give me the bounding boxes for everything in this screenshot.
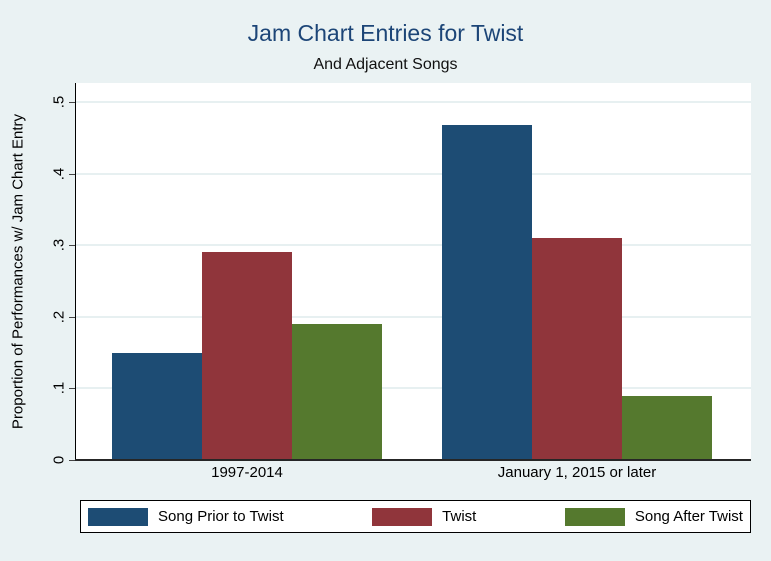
legend-label: Twist [442,508,477,525]
y-tick-label: .3 [50,238,68,252]
legend-swatch [88,507,148,526]
y-tick-label: .5 [50,95,68,109]
bar-song-prior-to-twist-0 [112,352,202,460]
y-tick [69,102,75,103]
y-tick [69,460,75,461]
gridline [76,244,751,247]
gridline [76,101,751,103]
x-axis-line [75,459,751,461]
y-tick [69,388,75,390]
legend-swatch [564,507,625,526]
legend-label: Song Prior to Twist [158,508,284,525]
bar-song-after-twist-1 [622,395,712,460]
legend-label: Song After Twist [634,508,743,525]
legend-swatch [372,507,433,526]
bar-song-prior-to-twist-1 [442,124,532,460]
y-tick [69,316,75,318]
legend-item: Twist [372,507,477,526]
legend-item: Song Prior to Twist [88,507,284,526]
y-axis-title: Proportion of Performances w/ Jam Chart … [9,113,27,430]
y-tick-label: .2 [50,310,68,324]
y-tick-label: .1 [50,382,68,395]
legend-item: Song After Twist [564,507,743,526]
legend: Song Prior to Twist Twist Song After Twist [80,500,751,533]
bar-twist-1 [532,238,622,460]
gridline [76,315,751,318]
gridline [76,172,751,175]
bar-song-after-twist-0 [292,323,382,460]
y-axis-line [75,83,76,461]
chart-title: Jam Chart Entries for Twist [247,20,524,46]
bar-twist-0 [202,252,292,460]
y-tick-label: 0 [50,455,68,465]
y-tick [69,173,75,175]
chart-subtitle: And Adjacent Songs [313,56,458,73]
y-tick [69,245,75,247]
y-tick-label: .4 [50,167,68,180]
x-category-label: January 1, 2015 or later [497,464,657,481]
x-category-label: 1997-2014 [211,464,283,481]
gridline [76,387,751,390]
plot-area [76,83,751,460]
